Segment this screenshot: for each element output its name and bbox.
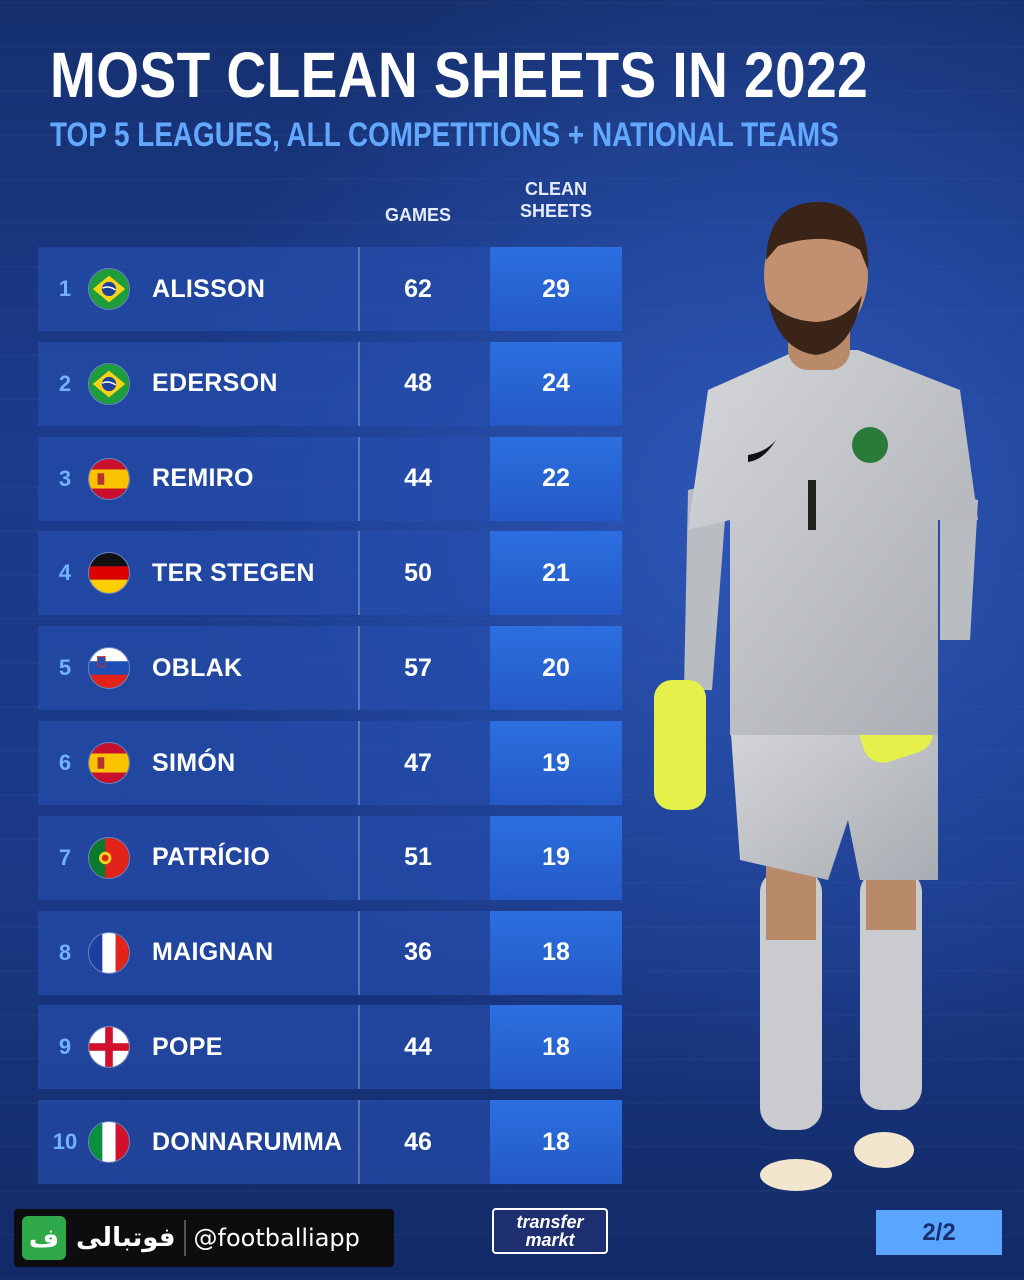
column-divider [358,815,360,900]
clean-sheets-value: 24 [490,341,622,426]
clean-sheets-column-header: CLEAN SHEETS [490,178,622,222]
column-divider [358,341,360,426]
footer-divider [183,1220,186,1256]
table-row: 10 DONNARUMMA 46 18 [38,1100,622,1185]
page-title: MOST CLEAN SHEETS IN 2022 [50,39,869,111]
games-value: 44 [404,1032,432,1061]
games-value: 36 [404,938,432,967]
table-row: 1 ALISSON 62 29 [38,247,622,331]
rank-number: 1 [58,276,72,301]
rank-number: 7 [58,844,72,870]
spain-flag-icon [88,457,130,500]
rank-number: 8 [58,939,72,965]
player-name: OBLAK [152,653,243,682]
italy-flag-icon [88,1121,130,1164]
player-name: ALISSON [152,274,266,303]
games-value: 51 [404,843,432,872]
clean-sheets-value: 18 [490,1100,622,1185]
app-name: فوتبالی [76,1223,176,1253]
brazil-flag-icon [88,362,130,405]
table-row: 2 EDERSON 48 24 [38,341,622,426]
rank-number: 2 [58,370,72,396]
column-divider [358,1005,360,1090]
column-divider [358,721,360,805]
rank-number: 3 [58,465,72,491]
clean-sheets-value: 21 [490,531,622,616]
england-flag-icon [88,1026,130,1069]
table-row: 6 SIMÓN 47 19 [38,721,622,805]
portugal-flag-icon [88,836,130,879]
clean-sheets-header-line2: SHEETS [519,201,593,221]
spain-flag-icon [88,742,130,784]
rank-number: 10 [52,1129,78,1155]
player-name: POPE [152,1032,223,1061]
table-row: 9 POPE 44 18 [38,1005,622,1090]
games-value: 57 [404,653,432,682]
games-value: 44 [404,464,432,493]
player-name: MAIGNAN [152,938,274,967]
goalkeeper-photo-icon [654,201,978,1191]
footballi-logo-icon: ف [22,1216,66,1260]
germany-flag-icon [88,552,130,595]
transfermarkt-logo: transfer markt [492,1208,608,1254]
clean-sheets-value: 18 [490,1005,622,1090]
column-divider [358,910,360,995]
rank-number: 6 [58,750,72,775]
clean-sheets-header-line1: CLEAN [525,179,587,199]
page-indicator: 2/2 [876,1210,1002,1255]
player-name: REMIRO [152,464,254,493]
rank-number: 9 [58,1034,72,1060]
player-name: SIMÓN [152,748,236,777]
clean-sheets-value: 29 [490,247,622,331]
column-divider [358,1100,360,1185]
clean-sheets-value: 19 [490,721,622,805]
games-value: 46 [404,1127,432,1156]
column-divider [358,531,360,616]
clean-sheets-value: 18 [490,910,622,995]
games-value: 47 [404,748,432,777]
footballi-watermark: ف فوتبالی @footballiapp [14,1209,394,1267]
transfermarkt-logo-line2: markt [525,1230,575,1250]
clean-sheets-value: 22 [490,436,622,521]
table-row: 3 REMIRO 44 22 [38,436,622,521]
table-row: 7 PATRÍCIO 51 19 [38,815,622,900]
table-row: 4 TER STEGEN 50 21 [38,531,622,616]
games-value: 50 [404,558,432,587]
france-flag-icon [88,931,130,974]
social-handle: @footballiapp [193,1224,360,1252]
transfermarkt-logo-line1: transfer [516,1212,584,1232]
table-row: 8 MAIGNAN 36 18 [38,910,622,995]
column-divider [358,247,360,331]
player-name: DONNARUMMA [152,1127,343,1156]
rank-number: 5 [58,655,72,681]
column-divider [358,626,360,711]
player-name: PATRÍCIO [152,843,271,872]
games-value: 48 [404,369,432,398]
player-name: TER STEGEN [152,558,315,587]
clean-sheets-value: 19 [490,815,622,900]
slovenia-flag-icon [88,647,130,690]
column-divider [358,436,360,521]
table-row: 5 OBLAK 57 20 [38,626,622,711]
games-column-header: GAMES [384,205,451,225]
page-subtitle: TOP 5 LEAGUES, ALL COMPETITIONS + NATION… [50,116,839,154]
brazil-flag-icon [88,268,130,310]
player-name: EDERSON [152,369,278,398]
rank-number: 4 [58,560,72,586]
clean-sheets-value: 20 [490,626,622,711]
games-value: 62 [404,274,432,303]
